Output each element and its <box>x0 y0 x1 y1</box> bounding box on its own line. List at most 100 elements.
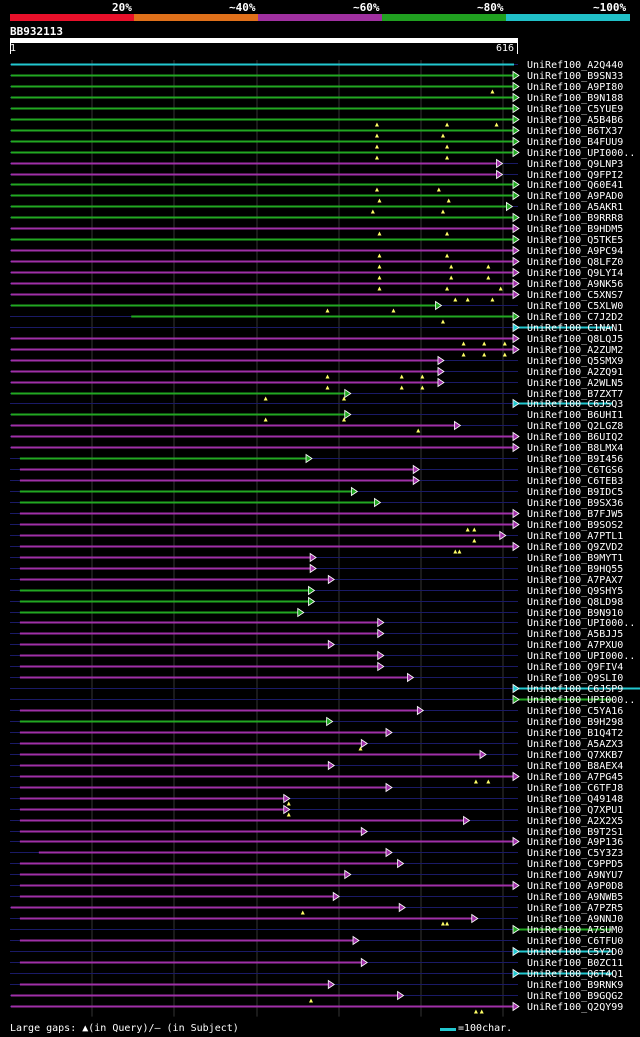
hit-name[interactable]: UniRef100_Q9FIV4 <box>527 662 623 673</box>
hit-name[interactable]: UniRef100_C5Y2D0 <box>527 947 623 958</box>
hit-name[interactable]: UniRef100_C5YA16 <box>527 706 623 717</box>
hit-name[interactable]: UniRef100_A7PAX7 <box>527 575 623 586</box>
query-gap-marker <box>300 910 305 915</box>
hit-arrow-head <box>283 793 291 804</box>
hit-name[interactable]: UniRef100_A7PXU0 <box>527 640 623 651</box>
hit-name[interactable]: UniRef100_C5XNS7 <box>527 290 623 301</box>
hit-name[interactable]: UniRef100_C6TFU0 <box>527 936 623 947</box>
hit-name[interactable]: UniRef100_Q9SLI0 <box>527 673 623 684</box>
hit-name[interactable]: UniRef100_Q8LQJ5 <box>527 334 623 345</box>
hit-name[interactable]: UniRef100_A7PTL1 <box>527 531 623 542</box>
hit-name[interactable]: UniRef100_Q9LNP3 <box>527 159 623 170</box>
hit-name[interactable]: UniRef100_A9NNJ0 <box>527 914 623 925</box>
hit-name[interactable]: UniRef100_Q6T4Q1 <box>527 969 623 980</box>
hit-name[interactable]: UniRef100_Q60E41 <box>527 180 623 191</box>
legend-label-20: 20% <box>112 1 132 14</box>
hit-name[interactable]: UniRef100_Q7XKB7 <box>527 750 623 761</box>
hit-name[interactable]: UniRef100_B9MYT1 <box>527 553 623 564</box>
hit-name[interactable]: UniRef100_A2Q440 <box>527 60 623 71</box>
hit-name[interactable]: UniRef100_C6TFJ8 <box>527 783 623 794</box>
hit-name[interactable]: UniRef100_A2WLN5 <box>527 378 623 389</box>
hit-name[interactable]: UniRef100_B9HQ55 <box>527 564 623 575</box>
hit-name[interactable]: UniRef100_Q9FPI2 <box>527 170 623 181</box>
hit-name[interactable]: UniRef100_B9N188 <box>527 93 623 104</box>
hit-name[interactable]: UniRef100_B9SN33 <box>527 71 623 82</box>
hit-name[interactable]: UniRef100_A9NYU7 <box>527 870 623 881</box>
query-gap-marker <box>473 779 478 784</box>
hit-name[interactable]: UniRef100_B9I456 <box>527 454 623 465</box>
hit-name[interactable]: UniRef100_B8LMX4 <box>527 443 623 454</box>
query-gap-marker <box>286 812 291 817</box>
hit-name[interactable]: UniRef100_C7J2D2 <box>527 312 623 323</box>
query-gap-marker <box>399 374 404 379</box>
hit-name[interactable]: UniRef100_A7PZR5 <box>527 903 623 914</box>
hit-name[interactable]: UniRef100_A7PG45 <box>527 772 623 783</box>
hit-name[interactable]: UniRef100_UPI000.. <box>527 695 635 706</box>
hit-name[interactable]: UniRef100_B6UIQ2 <box>527 432 623 443</box>
hit-name[interactable]: UniRef100_A5B4B6 <box>527 115 623 126</box>
hit-name[interactable]: UniRef100_A9NK56 <box>527 279 623 290</box>
hit-name[interactable]: UniRef100_A5AKR1 <box>527 202 623 213</box>
hit-name[interactable]: UniRef100_UPI000.. <box>527 148 635 159</box>
hit-name[interactable]: UniRef100_UPI000.. <box>527 618 635 629</box>
hit-name[interactable]: UniRef100_A5BJJ5 <box>527 629 623 640</box>
hit-name[interactable]: UniRef100_A9P0D8 <box>527 881 623 892</box>
hit-name[interactable]: UniRef100_B9N910 <box>527 608 623 619</box>
hit-name[interactable]: UniRef100_B0ZC11 <box>527 958 623 969</box>
hit-name[interactable]: UniRef100_C9PPD5 <box>527 859 623 870</box>
hit-name[interactable]: UniRef100_C6TGS6 <box>527 465 623 476</box>
hit-name[interactable]: UniRef100_Q2QY99 <box>527 1002 623 1013</box>
hit-name[interactable]: UniRef100_B7FJW5 <box>527 509 623 520</box>
hit-name[interactable]: UniRef100_C5YUE9 <box>527 104 623 115</box>
hit-name[interactable]: UniRef100_B4FUU9 <box>527 137 623 148</box>
hit-name[interactable]: UniRef100_Q8LFZ0 <box>527 257 623 268</box>
hit-arrow-head <box>506 201 514 212</box>
hit-name[interactable]: UniRef100_A9PI80 <box>527 82 623 93</box>
hit-name[interactable]: UniRef100_B6UHI1 <box>527 410 623 421</box>
hit-name[interactable]: UniRef100_C6JSQ3 <box>527 399 623 410</box>
hit-name[interactable]: UniRef100_Q7XPU1 <box>527 805 623 816</box>
hit-name[interactable]: UniRef100_UPI000.. <box>527 651 635 662</box>
hit-name[interactable]: UniRef100_C5Y3Z3 <box>527 848 623 859</box>
query-gap-marker <box>482 341 487 346</box>
hit-name[interactable]: UniRef100_Q8LD98 <box>527 597 623 608</box>
hit-name[interactable]: UniRef100_C6TEB3 <box>527 476 623 487</box>
hit-arrow-head <box>512 234 520 245</box>
hit-name[interactable]: UniRef100_B9IDC5 <box>527 487 623 498</box>
hit-name[interactable]: UniRef100_A9PAD0 <box>527 191 623 202</box>
hit-name[interactable]: UniRef100_B9HDM5 <box>527 224 623 235</box>
hit-name[interactable]: UniRef100_B6TX37 <box>527 126 623 137</box>
hit-arrow-head <box>512 508 520 519</box>
hit-name[interactable]: UniRef100_B9T2S1 <box>527 827 623 838</box>
hit-name[interactable]: UniRef100_Q2LGZ8 <box>527 421 623 432</box>
hit-arrow-head <box>496 169 504 180</box>
hit-name[interactable]: UniRef100_C5XLW0 <box>527 301 623 312</box>
hit-name[interactable]: UniRef100_Q5TKE5 <box>527 235 623 246</box>
hit-name[interactable]: UniRef100_Q9LYI4 <box>527 268 623 279</box>
hit-name[interactable]: UniRef100_B9SOS2 <box>527 520 623 531</box>
hit-name[interactable]: UniRef100_B9RRR8 <box>527 213 623 224</box>
hit-name[interactable]: UniRef100_B7ZXT7 <box>527 389 623 400</box>
hit-name[interactable]: UniRef100_A2X2X5 <box>527 816 623 827</box>
hit-name[interactable]: UniRef100_Q9ZVD2 <box>527 542 623 553</box>
hit-name[interactable]: UniRef100_A9NWB5 <box>527 892 623 903</box>
hit-name[interactable]: UniRef100_B9RNK9 <box>527 980 623 991</box>
hit-name[interactable]: UniRef100_B8AEX4 <box>527 761 623 772</box>
hit-arrow-head <box>512 289 520 300</box>
hit-name[interactable]: UniRef100_Q49148 <box>527 794 623 805</box>
identity-legend: 20% ~40% ~60% ~80% ~100% <box>0 0 640 24</box>
hit-name[interactable]: UniRef100_A2ZQ91 <box>527 367 623 378</box>
hit-name[interactable]: UniRef100_A2ZUM2 <box>527 345 623 356</box>
hit-name[interactable]: UniRef100_A7SUM0 <box>527 925 623 936</box>
hit-name[interactable]: UniRef100_A9PC94 <box>527 246 623 257</box>
hit-name[interactable]: UniRef100_Q5SMX9 <box>527 356 623 367</box>
hit-name[interactable]: UniRef100_C6JSP9 <box>527 684 623 695</box>
hit-name[interactable]: UniRef100_B9H298 <box>527 717 623 728</box>
hit-name[interactable]: UniRef100_B9SX36 <box>527 498 623 509</box>
hit-name[interactable]: UniRef100_Q9SHY5 <box>527 586 623 597</box>
hit-name[interactable]: UniRef100_A9P136 <box>527 837 623 848</box>
hit-name[interactable]: UniRef100_B1Q4T2 <box>527 728 623 739</box>
hit-name[interactable]: UniRef100_B9GQG2 <box>527 991 623 1002</box>
hit-name[interactable]: UniRef100_A5AZX3 <box>527 739 623 750</box>
hit-name[interactable]: UniRef100_C1NAN1 <box>527 323 623 334</box>
